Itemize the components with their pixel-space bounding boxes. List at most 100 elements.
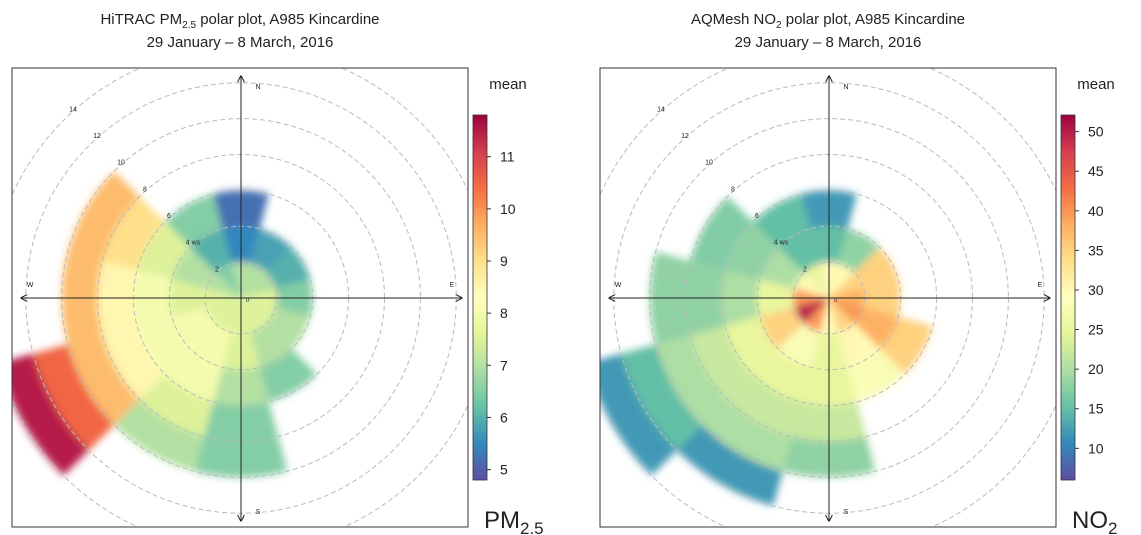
cell [67,171,140,261]
cell [241,298,267,333]
cell [259,348,318,402]
colorbar-tick-label: 25 [1088,322,1104,338]
cell [241,272,276,298]
cell [655,335,728,425]
colorbar-title: mean [489,76,527,93]
cell [241,298,276,324]
r-tick-label: 2 [803,266,807,273]
unit-text: PM [484,507,520,534]
title-text: polar plot, A985 Kincardine [782,11,965,28]
colorbar [1060,114,1076,481]
unit-subscript: 2 [1108,519,1117,535]
colorbar-tick-label: 30 [1088,282,1104,298]
cell [164,194,223,248]
r-tick-label: 0 [834,298,838,304]
cell [759,307,804,349]
cell [794,272,829,298]
r-tick-label: 0 [246,298,250,304]
r-tick-label: 6 [755,213,759,220]
r-tick-label: 14 [69,106,77,113]
colorbar-tick-label: 6 [500,409,508,425]
cell [266,307,311,349]
cell [778,323,820,368]
r-tick-label: 4 ws [186,240,201,247]
plot-area: 2 4 ws 6 8 10 12 14 [12,68,468,527]
r-tick-label: 12 [93,133,101,140]
colorbar-tick-label: 10 [500,201,516,217]
compass-label: N [255,84,260,91]
cell [171,247,216,289]
cell [690,325,753,400]
plot-frame [11,67,469,528]
cell [838,323,880,368]
cell [241,263,267,298]
cell [137,316,191,375]
cell [139,374,214,437]
chart-title: AQMesh NO2 polar plot, A985 Kincardine [691,11,965,31]
cell [266,247,311,289]
unit-label: PM2.5 [484,507,544,535]
surface [12,171,318,478]
r-tick-label: 12 [681,133,689,140]
cell [33,344,115,451]
plot-frame [599,67,1057,528]
cell [829,272,864,298]
cell [854,307,899,349]
cell [690,196,753,271]
cell [829,298,864,324]
compass-label: E [450,282,455,289]
cell [206,298,241,324]
title-text: AQMesh NO [691,11,776,28]
r-tick-label: 10 [117,160,125,167]
r-tick-label: 6 [167,213,171,220]
colorbar-tick-label: 7 [500,357,508,373]
cell [250,323,292,368]
cell [847,348,906,402]
compass-label: W [27,282,34,289]
chart-subtitle: 29 January – 8 March, 2016 [147,34,334,51]
cell [702,399,792,472]
cell [190,323,232,368]
cell [102,325,165,400]
cell [215,263,241,298]
colorbar-tick-label: 9 [500,253,508,269]
cell [803,263,829,298]
cell [206,272,241,298]
colorbar [472,114,488,481]
cell [803,298,829,333]
unit-label: NO2 [1072,507,1117,535]
title-subscript: 2 [776,20,782,31]
unit-subscript: 2.5 [520,519,544,535]
r-tick-label: 10 [705,160,713,167]
title-text: polar plot, A985 Kincardine [196,11,379,28]
cell [250,228,292,273]
cell [215,298,241,333]
r-tick-label: 4 ws [774,240,789,247]
cell [600,353,677,476]
chart-subtitle: 29 January – 8 March, 2016 [735,34,922,51]
cell [854,247,899,289]
r-tick-label: 8 [731,186,735,193]
compass-label: S [256,509,261,516]
r-tick-label: 14 [657,106,665,113]
cell [725,316,779,375]
r-tick-label: 2 [215,266,219,273]
cell [12,353,89,476]
cell [778,228,820,273]
cell [190,228,232,273]
unit-text: NO [1072,507,1108,534]
cell [171,307,216,349]
colorbar-tick-label: 10 [1088,440,1104,456]
compass-label: N [843,84,848,91]
compass-label: W [615,282,622,289]
colorbar-tick-label: 15 [1088,401,1104,417]
cell [829,298,855,333]
cell [621,344,703,451]
surface [600,190,933,506]
compass-label: E [1038,282,1043,289]
colorbar-tick-label: 5 [500,462,508,478]
cell [794,298,829,324]
cell [676,424,783,506]
colorbar-tick-label: 20 [1088,361,1104,377]
